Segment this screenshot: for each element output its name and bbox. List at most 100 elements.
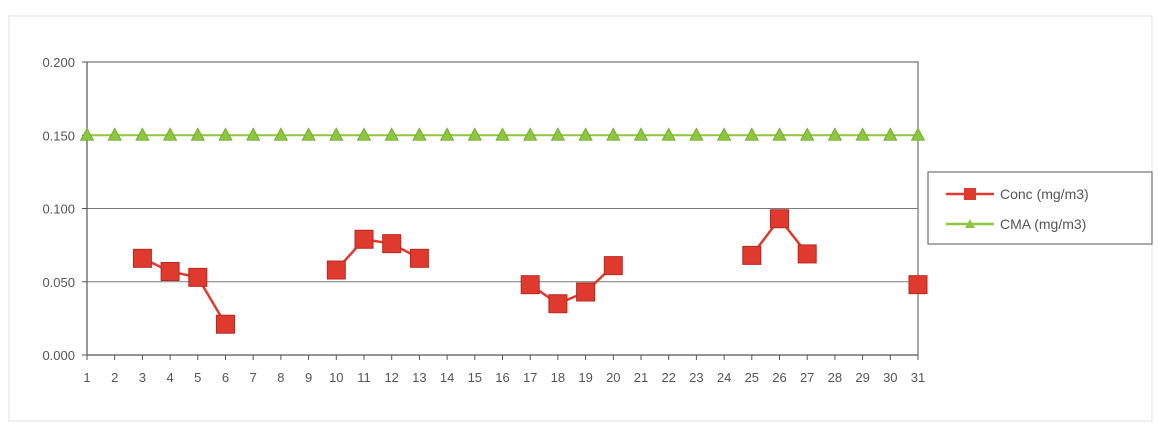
legend-label: CMA (mg/m3) (1000, 216, 1086, 232)
axes (86, 62, 919, 360)
legend: Conc (mg/m3) CMA (mg/m3) (927, 171, 1153, 245)
data-point (301, 127, 316, 141)
data-point (772, 127, 787, 141)
x-tick-label: 10 (329, 370, 343, 385)
data-point (520, 275, 540, 295)
data-point (384, 127, 399, 141)
data-point (827, 127, 843, 141)
data-point (770, 209, 789, 229)
data-point (329, 127, 344, 141)
data-point (744, 127, 759, 141)
series-line (529, 264, 615, 306)
x-tick-label: 11 (357, 370, 371, 385)
series-1 (132, 209, 928, 334)
legend-marker (964, 188, 976, 200)
data-point (548, 294, 568, 314)
data-point (797, 244, 817, 264)
x-tick-label: 27 (800, 370, 814, 385)
x-tick-label: 25 (745, 370, 759, 385)
x-tick-label: 15 (468, 370, 482, 385)
x-tick-label: 3 (139, 370, 146, 385)
x-tick-label: 30 (883, 370, 897, 385)
legend-entry: CMA (mg/m3) (946, 216, 1086, 232)
data-point (409, 248, 429, 268)
series-line (141, 257, 227, 325)
x-tick-label: 28 (828, 370, 842, 385)
data-point (354, 229, 374, 249)
series (79, 127, 928, 334)
data-point (132, 248, 152, 268)
data-point (800, 127, 815, 141)
data-point (160, 261, 180, 281)
data-point (855, 127, 870, 141)
data-point (356, 127, 372, 141)
data-point (689, 127, 704, 141)
x-tick-label: 18 (551, 370, 565, 385)
x-tick-label: 20 (606, 370, 620, 385)
x-tick-label: 4 (166, 370, 173, 385)
x-tick-label: 24 (717, 370, 731, 385)
series-2 (79, 127, 926, 141)
x-tick-label: 1 (83, 370, 90, 385)
y-tick-label: 0.200 (42, 55, 75, 70)
data-point (218, 127, 233, 141)
x-tick-label: 17 (523, 370, 537, 385)
data-point (467, 127, 482, 141)
x-tick-label: 9 (305, 370, 312, 385)
data-point (246, 127, 261, 141)
data-point (578, 127, 593, 141)
x-tick-label: 16 (495, 370, 509, 385)
data-point (576, 282, 596, 302)
legend-label: Conc (mg/m3) (1000, 186, 1089, 202)
data-point (79, 127, 95, 141)
y-tick-label: 0.050 (42, 275, 75, 290)
data-point (216, 314, 235, 334)
data-point (273, 127, 289, 141)
data-point (523, 127, 538, 141)
data-point (883, 127, 898, 141)
x-tick-label: 21 (634, 370, 648, 385)
x-tick-label: 22 (661, 370, 675, 385)
x-tick-label: 5 (194, 370, 201, 385)
data-point (190, 127, 205, 141)
x-tick-label: 7 (250, 370, 257, 385)
data-point (135, 127, 150, 141)
y-axis-tick-labels: 0.000 0.050 0.100 0.150 0.200 (42, 55, 75, 363)
legend-marker (965, 219, 975, 228)
x-tick-label: 8 (277, 370, 284, 385)
legend-entry: Conc (mg/m3) (946, 186, 1089, 202)
x-tick-label: 26 (772, 370, 786, 385)
x-tick-label: 12 (384, 370, 398, 385)
legend-box (927, 171, 1153, 245)
data-point (412, 127, 427, 141)
data-point (107, 127, 122, 141)
data-point (716, 127, 732, 141)
y-tick-label: 0.150 (42, 128, 75, 143)
x-tick-label: 6 (222, 370, 229, 385)
x-tick-label: 31 (911, 370, 925, 385)
data-point (188, 267, 208, 287)
data-point (661, 127, 676, 141)
data-point (603, 256, 623, 276)
x-tick-label: 29 (855, 370, 869, 385)
data-point (439, 127, 455, 141)
x-tick-label: 23 (689, 370, 703, 385)
series-line (335, 237, 420, 271)
data-point (382, 234, 402, 254)
data-point (910, 127, 926, 141)
data-point (633, 127, 649, 141)
data-point (908, 275, 928, 295)
data-point (606, 127, 621, 141)
x-tick-label: 14 (440, 370, 454, 385)
data-point (162, 127, 178, 141)
x-tick-label: 19 (578, 370, 592, 385)
x-tick-label: 2 (111, 370, 118, 385)
data-point (326, 260, 346, 280)
y-tick-label: 0.100 (42, 202, 75, 217)
data-point (742, 245, 762, 265)
y-tick-label: 0.000 (42, 348, 75, 363)
data-point (550, 127, 566, 141)
x-axis-tick-labels: 1 2 3 4 5 6 7 8 9 10 11 12 13 14 15 16 17 18 19 20 21 22 23 24 2… (83, 370, 925, 385)
data-point (495, 127, 510, 141)
